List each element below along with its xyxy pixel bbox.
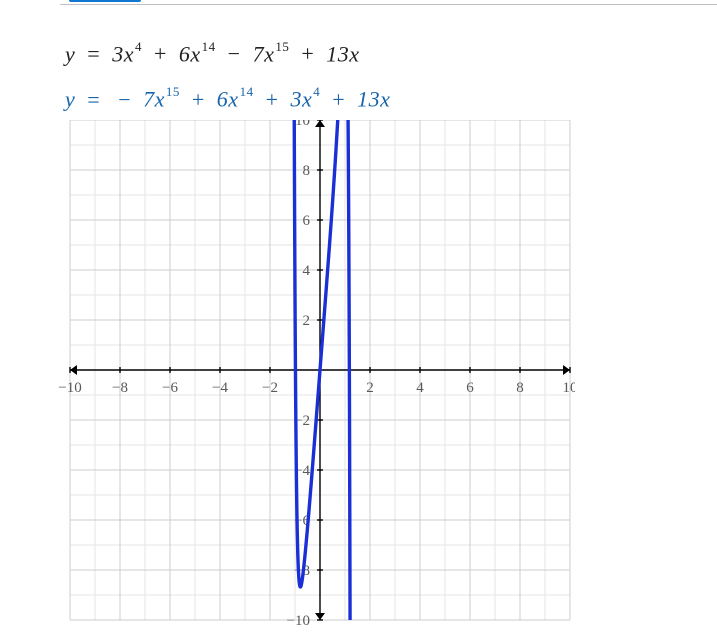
svg-text:8: 8 (516, 380, 524, 396)
svg-text:2: 2 (366, 380, 374, 396)
eq2-t1: 7 (143, 87, 155, 112)
eq2-p2: + (254, 87, 291, 112)
active-tab[interactable] (69, 0, 141, 2)
coordinate-plane[interactable]: −10−8−6−4−2246810108642−2−4−6−8−10 (45, 120, 575, 625)
svg-text:10: 10 (563, 380, 576, 396)
svg-text:6: 6 (303, 213, 311, 229)
eq1-t3: 7 (253, 41, 265, 66)
eq1-t1: 3 (112, 41, 124, 66)
eq2-t2: 6 (217, 87, 229, 112)
eq2-x1: x (155, 87, 165, 112)
svg-text:2: 2 (303, 313, 311, 329)
eq1-x4: x (349, 41, 359, 66)
svg-text:−6: −6 (162, 380, 178, 396)
eq2-e2: 14 (239, 84, 254, 99)
eq2-x3: x (302, 87, 312, 112)
equations: y = 3x4 + 6x14 − 7x15 + 13x y = − 7x15 +… (65, 34, 390, 133)
svg-text:−2: −2 (262, 380, 278, 396)
svg-text:6: 6 (466, 380, 474, 396)
equation-sorted: y = − 7x15 + 6x14 + 3x4 + 13x (65, 87, 390, 110)
svg-text:4: 4 (303, 263, 311, 279)
eq2-e3: 4 (312, 84, 320, 99)
svg-text:8: 8 (303, 163, 311, 179)
equation-original: y = 3x4 + 6x14 − 7x15 + 13x (65, 42, 390, 65)
tab-bar (60, 0, 717, 5)
chart-area[interactable]: −10−8−6−4−2246810108642−2−4−6−8−10 (45, 120, 575, 625)
eq2-neg: − (112, 87, 143, 112)
eq1-p2: − (216, 41, 253, 66)
eq1-equals: = (75, 41, 112, 66)
svg-text:−10: −10 (58, 380, 81, 396)
eq2-t3: 3 (290, 87, 302, 112)
eq2-e1: 15 (165, 84, 180, 99)
eq1-e3: 15 (274, 39, 289, 54)
svg-text:−4: −4 (212, 380, 228, 396)
eq2-x4: x (380, 87, 390, 112)
eq1-p1: + (142, 41, 179, 66)
svg-text:10: 10 (295, 120, 310, 129)
eq1-t2: 6 (179, 41, 191, 66)
eq2-y: y (65, 87, 75, 112)
svg-text:−10: −10 (287, 613, 310, 625)
eq1-x1: x (124, 41, 134, 66)
eq1-e1: 4 (134, 39, 142, 54)
eq2-t4: 13 (357, 87, 380, 112)
eq1-x2: x (190, 41, 200, 66)
eq1-x3: x (264, 41, 274, 66)
eq2-p3: + (320, 87, 357, 112)
eq1-t4: 13 (326, 41, 349, 66)
eq2-p1: + (180, 87, 217, 112)
svg-text:−8: −8 (112, 380, 128, 396)
eq2-x2: x (228, 87, 238, 112)
eq2-equals: = (75, 87, 112, 112)
eq1-y: y (65, 41, 75, 66)
eq1-p3: + (289, 41, 326, 66)
eq1-e2: 14 (201, 39, 216, 54)
svg-text:4: 4 (416, 380, 424, 396)
